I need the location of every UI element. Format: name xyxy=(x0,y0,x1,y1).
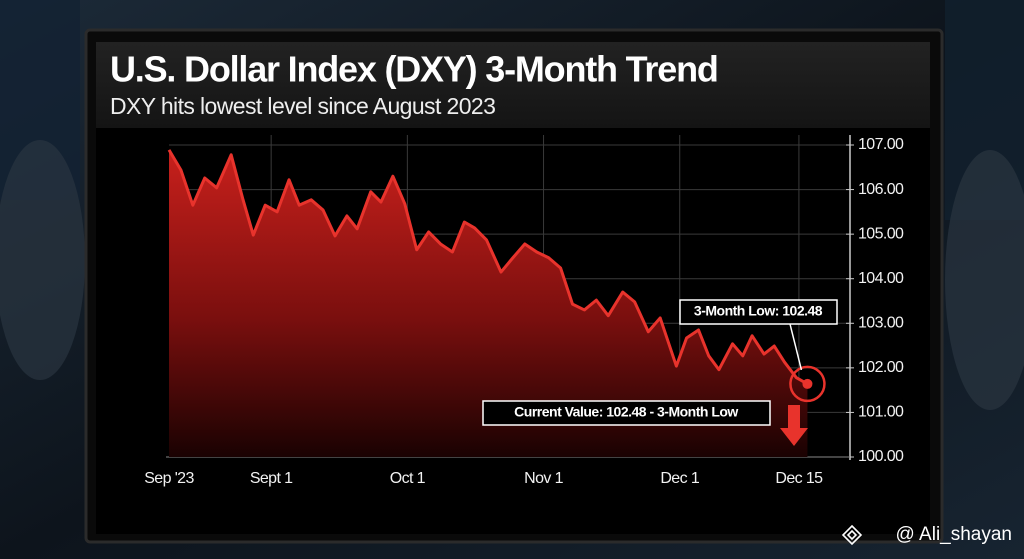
line xyxy=(167,149,809,386)
watermark: @ Ali_shayan xyxy=(896,524,1012,545)
x-tick-label: Sept 1 xyxy=(250,470,293,487)
x-tick-label: Nov 1 xyxy=(524,470,563,487)
plot: 100.00 101.00 102.00 103.00 104.00 105.00 106.… xyxy=(144,135,905,487)
y-tick-label: 101.00 xyxy=(858,404,904,421)
area-fill xyxy=(169,149,808,457)
y-tick-label: 103.00 xyxy=(858,315,904,332)
title-band xyxy=(96,42,930,128)
annotation-leader xyxy=(789,323,803,371)
down-arrow xyxy=(780,405,808,446)
y-tick-label: 100.00 xyxy=(858,448,904,465)
chart-subtitle: DXY hits lowest level since August 2023 xyxy=(110,93,495,119)
y-tick-label: 107.00 xyxy=(858,136,904,153)
chart-title: U.S. Dollar Index (DXY) 3-Month Trend xyxy=(110,49,718,90)
person-silhouette xyxy=(945,150,1024,410)
y-tick-label: 104.00 xyxy=(858,270,904,287)
y-tick-label: 105.00 xyxy=(858,225,904,242)
x-tick-label: Dec 15 xyxy=(775,470,823,487)
x-tick-label: Oct 1 xyxy=(390,470,426,487)
watermark-icon xyxy=(841,524,863,546)
annotation: 3-Month Low: 102.48 xyxy=(694,303,823,319)
y-tick-label: 102.00 xyxy=(858,359,904,376)
annotation: Current Value: 102.48 - 3-Month Low xyxy=(514,404,738,420)
x-tick-label: Sep '23 xyxy=(144,470,194,487)
person-silhouette xyxy=(0,140,85,380)
last-point xyxy=(802,378,813,389)
low-ring xyxy=(789,365,826,403)
y-tick-label: 106.00 xyxy=(858,181,904,198)
annotation-box xyxy=(482,400,771,426)
x-tick-label: Dec 1 xyxy=(660,470,699,487)
annotation-box xyxy=(679,299,838,325)
